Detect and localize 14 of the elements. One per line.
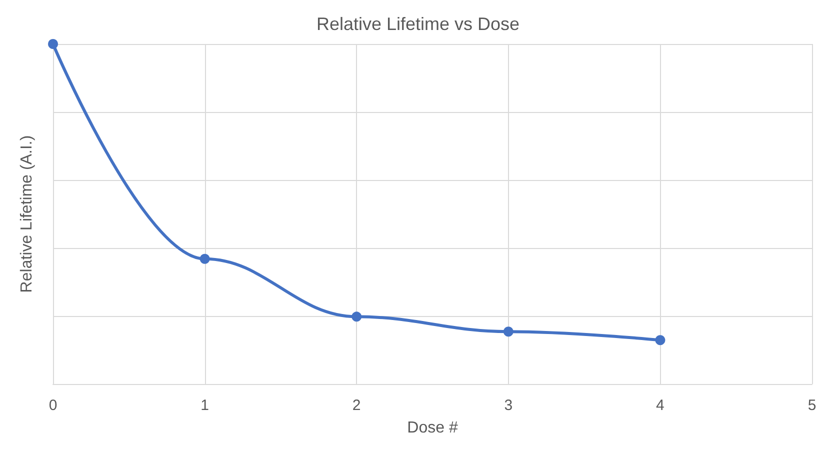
point <box>655 335 666 346</box>
point <box>200 254 210 264</box>
x-axis-title: Dose # <box>407 420 458 436</box>
x-tick-label: 3 <box>504 397 513 414</box>
point <box>503 326 514 337</box>
chart-title: Relative Lifetime vs Dose <box>316 14 520 34</box>
y-axis-title: Relative Lifetime (A.I.) <box>18 135 36 293</box>
x-tick-label: 1 <box>200 397 209 414</box>
point <box>352 312 362 322</box>
x-tick-label: 4 <box>656 397 664 414</box>
x-tick-label: 2 <box>352 397 361 414</box>
x-tick-label: 0 <box>48 397 58 414</box>
point <box>48 39 58 49</box>
x-tick-label: 5 <box>808 397 816 414</box>
